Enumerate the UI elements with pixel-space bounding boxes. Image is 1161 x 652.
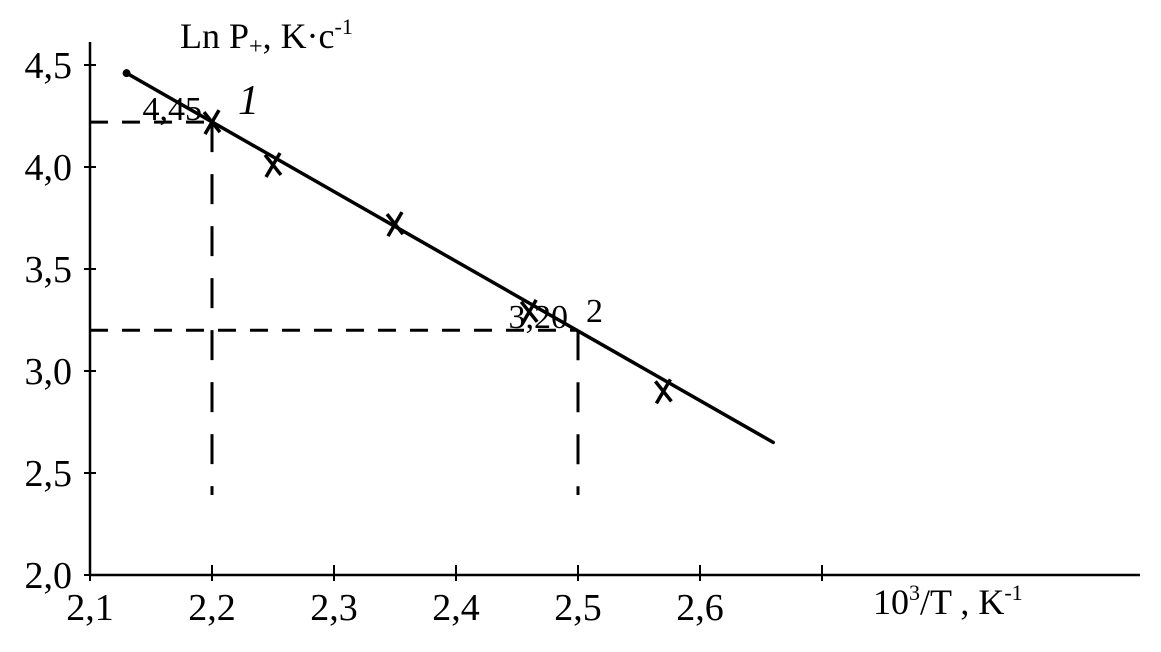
data-point — [519, 298, 539, 325]
data-point — [654, 378, 673, 405]
data-point — [202, 109, 222, 136]
reference-value-label: 3,20 — [509, 299, 569, 336]
reference-point-label: 1 — [238, 78, 259, 124]
data-point — [263, 152, 283, 178]
x-axis-label: 103/T , K-1 — [873, 580, 1023, 622]
y-axis-label: Ln P+, K·c-1 — [180, 14, 353, 60]
fit-line — [124, 71, 775, 445]
data-point-stroke — [264, 152, 282, 178]
data-point-stroke — [386, 211, 404, 238]
data-point-stroke — [654, 378, 672, 405]
annotations: 4,45 1 3,20 2 — [143, 78, 604, 336]
y-tick-label: 4,0 — [25, 147, 73, 189]
y-tick-label: 2,0 — [25, 555, 73, 597]
tick-labels: 2,1 2,2 2,3 2,4 2,5 2,6 2,0 2,5 3,0 3,5 4,0 4,5 — [25, 45, 724, 629]
y-tick-label: 2,5 — [25, 453, 73, 495]
guide-lines — [90, 120, 580, 495]
y-tick-label: 3,0 — [25, 351, 73, 393]
x-tick-label: 2,6 — [676, 587, 724, 629]
data-point-stroke — [520, 298, 538, 325]
axes — [84, 42, 1140, 581]
fit-line-start-dot — [122, 69, 131, 78]
x-tick-label: 2,5 — [554, 587, 602, 629]
data-point-stroke — [203, 109, 221, 136]
y-tick-label: 4,5 — [25, 45, 73, 87]
fit-line-group — [122, 69, 775, 445]
reference-value-label: 4,45 — [143, 91, 203, 128]
data-points — [202, 109, 673, 405]
x-tick-label: 2,4 — [432, 587, 480, 629]
x-tick-label: 2,1 — [66, 587, 114, 629]
x-tick-label: 2,3 — [310, 587, 358, 629]
x-tick-label: 2,2 — [188, 587, 236, 629]
y-tick-label: 3,5 — [25, 249, 73, 291]
data-point — [385, 211, 405, 238]
reference-point-label: 2 — [586, 293, 603, 330]
